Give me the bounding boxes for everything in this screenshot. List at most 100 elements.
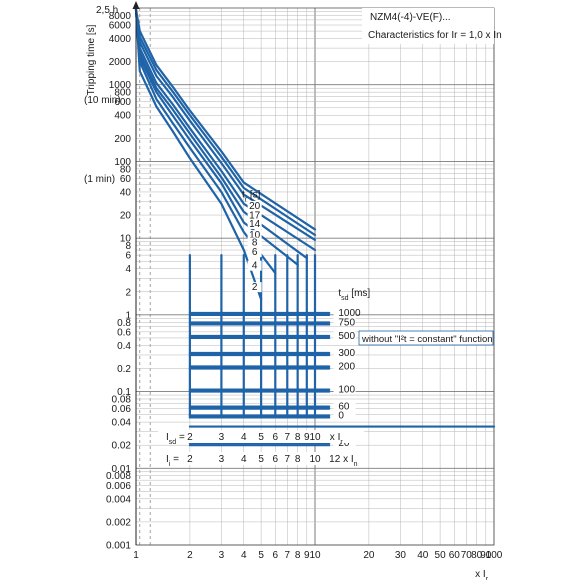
y-tick-label: 4 — [125, 264, 131, 275]
y-tick-label: 0.6 — [117, 327, 131, 338]
ii-label: Ii = — [166, 454, 179, 468]
x-tick-label: 3 — [219, 550, 225, 561]
tr-curve — [134, 8, 263, 301]
tr-label: 10 — [249, 230, 261, 241]
y-side-label-10min: (10 min) — [84, 95, 121, 106]
x-tick-label: 8 — [295, 550, 301, 561]
x-tick-label: 90 — [480, 550, 492, 561]
tr-header: tr [s] — [242, 189, 261, 203]
y-tick-label: 0.2 — [117, 364, 131, 375]
x-tick-label: 80 — [471, 550, 483, 561]
tsd-label-bg — [333, 409, 356, 420]
y-tick-label: 800 — [114, 88, 131, 99]
x-tick-label: 4 — [241, 550, 247, 561]
tr-label: 20 — [249, 201, 261, 212]
y-tick-label: 2 — [125, 287, 131, 298]
tsd-label-bg — [333, 329, 356, 340]
y-side-label-1min: (1 min) — [84, 174, 115, 185]
chart-subtitle: Characteristics for Ir = 1,0 x In — [368, 30, 502, 41]
tsd-label: 60 — [338, 402, 350, 413]
y-tick-label: 80 — [120, 164, 132, 175]
isd-value: 5 — [258, 432, 264, 443]
tr-label-bg — [247, 218, 262, 229]
y-tick-label: 10 — [120, 234, 132, 245]
tr-label-bg — [247, 237, 262, 248]
tr-label: 14 — [249, 219, 261, 230]
x-tick-label: 6 — [273, 550, 279, 561]
y-side-label-2-5h: 2,5 h — [96, 5, 118, 16]
x-tick-label: 70 — [461, 550, 473, 561]
tsd-label-bg — [333, 346, 356, 357]
tr-curve — [134, 8, 317, 237]
isd-value: 7 — [284, 432, 290, 443]
y-tick-label: 0.02 — [112, 441, 132, 452]
isd-value: 3 — [219, 432, 225, 443]
x-tick-label: 20 — [363, 550, 375, 561]
x-tick-label: 9 — [304, 550, 310, 561]
chart-title: NZM4(-4)-VE(F)... — [370, 12, 451, 23]
isd-value: 9 — [304, 432, 310, 443]
x-axis-title: x Ir — [475, 569, 489, 580]
tsd-header: tsd [ms] — [338, 288, 370, 302]
tsd-label: 0 — [338, 410, 344, 421]
subtitle-box — [362, 26, 494, 44]
y-tick-label: 40 — [120, 187, 132, 198]
tsd-label: 500 — [338, 331, 355, 342]
isd-value: 10 — [309, 432, 321, 443]
y-tick-label: 0.4 — [117, 341, 131, 352]
x-tick-label: 50 — [435, 550, 447, 561]
tr-label: 4 — [252, 261, 258, 272]
ii-row-bg — [158, 452, 364, 465]
isd-value: 2 — [187, 432, 193, 443]
y-tick-label: 4000 — [109, 34, 132, 45]
isd-value: 8 — [295, 432, 301, 443]
x-tick-label: 100 — [486, 550, 503, 561]
y-tick-label: 100 — [114, 157, 131, 168]
tr-curve — [134, 8, 317, 241]
tr-label-bg — [247, 200, 262, 211]
y-tick-label: 0.1 — [117, 387, 131, 398]
tsd-label-bg — [333, 400, 356, 411]
y-tick-label: 0.006 — [106, 481, 131, 492]
ii-unit: 12 x In — [329, 454, 357, 468]
isd-value: 4 — [241, 432, 247, 443]
y-axis-title: Tripping time [s] — [86, 24, 97, 95]
x-tick-label: 5 — [258, 550, 264, 561]
ii-value: 10 — [309, 454, 321, 465]
tsd-label: 20 — [338, 438, 350, 449]
tsd-label: 200 — [338, 361, 355, 372]
y-tick-label: 8 — [125, 241, 131, 252]
y-tick-label: 400 — [114, 111, 131, 122]
isd-row-bg — [158, 430, 364, 443]
y-tick-label: 0.08 — [112, 395, 132, 406]
y-tick-label: 0.001 — [106, 541, 131, 552]
y-tick-label: 0.06 — [112, 404, 132, 415]
x-tick-label: 7 — [284, 550, 290, 561]
tr-curve — [134, 8, 277, 275]
tr-curve — [134, 8, 317, 252]
x-tick-label: 30 — [395, 550, 407, 561]
tr-label-bg — [247, 230, 262, 241]
ii-value: 3 — [219, 454, 225, 465]
annotation-text: without "I²t = constant" function — [361, 334, 493, 345]
tr-label-bg — [247, 210, 262, 221]
tsd-label-bg — [333, 306, 356, 317]
y-axis-arrowhead — [132, 1, 140, 9]
tsd-label-bg — [333, 383, 356, 394]
tr-label: 2 — [252, 282, 258, 293]
tr-curve — [134, 8, 317, 231]
ii-value: 6 — [273, 454, 279, 465]
y-tick-label: 0.008 — [106, 471, 131, 482]
ii-value: 8 — [295, 454, 301, 465]
y-tick-label: 6 — [125, 251, 131, 262]
ii-value: 7 — [284, 454, 290, 465]
y-tick-label: 0.8 — [117, 318, 131, 329]
tr-label-bg — [247, 247, 262, 258]
y-tick-label: 200 — [114, 134, 131, 145]
y-tick-label: 20 — [120, 211, 132, 222]
y-tick-label: 6000 — [109, 21, 132, 32]
tsd-label: 750 — [338, 317, 355, 328]
isd-unit: x Ir — [330, 432, 344, 446]
x-tick-label: 1 — [133, 550, 139, 561]
